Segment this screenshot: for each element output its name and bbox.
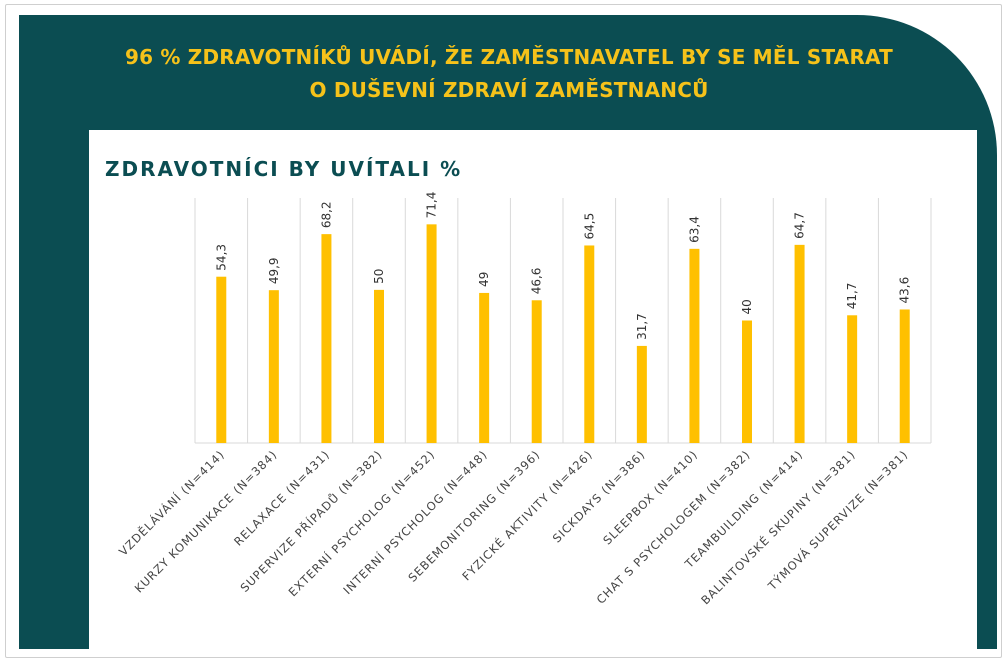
- bars: [216, 224, 910, 443]
- data-label: 50: [372, 269, 386, 284]
- data-label: 71,4: [425, 192, 439, 219]
- category-tick-label: SLEEPBOX (N=410): [600, 447, 700, 547]
- data-label: 46,6: [530, 268, 544, 295]
- data-label: 43,6: [898, 277, 912, 304]
- bar-chart: 54,3 49,9 68,2 50 71,4 49 46,6 64,5 31,7 63,4 40 64…: [115, 192, 932, 608]
- data-label: 54,3: [214, 244, 228, 271]
- data-label: 49: [477, 272, 491, 287]
- bar: [374, 289, 384, 443]
- data-label: 40: [740, 299, 754, 314]
- bar: [216, 276, 227, 443]
- bar: [689, 248, 700, 443]
- bar: [321, 234, 332, 443]
- bar: [794, 244, 805, 443]
- category-tick-label: VZDĚLÁVÁNÍ (N=414): [115, 447, 227, 559]
- bar: [584, 245, 595, 443]
- data-label: 49,9: [267, 257, 281, 284]
- infographic-banner: 96 % ZDRAVOTNÍKŮ UVÁDÍ, ŽE ZAMĚSTNAVATEL…: [19, 15, 997, 650]
- data-label: 63,4: [687, 216, 701, 243]
- bar: [742, 320, 752, 443]
- bar: [268, 290, 279, 443]
- bar: [636, 345, 647, 443]
- screenshot-frame: 96 % ZDRAVOTNÍKŮ UVÁDÍ, ŽE ZAMĚSTNAVATEL…: [5, 4, 1002, 658]
- bar: [847, 315, 858, 443]
- bar: [899, 309, 910, 443]
- value-labels: 54,3 49,9 68,2 50 71,4 49 46,6 64,5 31,7 63,4 40 64…: [214, 192, 911, 340]
- chart-title: ZDRAVOTNÍCI BY UVÍTALI %: [105, 157, 463, 181]
- bar: [531, 300, 542, 443]
- bar: [426, 224, 437, 443]
- data-label: 31,7: [635, 313, 649, 340]
- data-label: 68,2: [319, 201, 333, 228]
- data-label: 64,7: [793, 212, 807, 239]
- gridlines: [194, 198, 932, 444]
- data-label: 41,7: [845, 283, 859, 310]
- category-tick-label: RELAXACE (N=431): [231, 447, 332, 548]
- chart-panel: 54,3 49,9 68,2 50 71,4 49 46,6 64,5 31,7 63,4 40 64…: [89, 130, 977, 650]
- bar: [479, 292, 490, 443]
- headline-line-2: O DUŠEVNÍ ZDRAVÍ ZAMĚSTNANCŮ: [309, 78, 709, 102]
- category-tick-labels: VZDĚLÁVÁNÍ (N=414)KURZY KOMUNIKACE (N=38…: [115, 447, 910, 608]
- headline-line-1: 96 % ZDRAVOTNÍKŮ UVÁDÍ, ŽE ZAMĚSTNAVATEL…: [124, 45, 894, 69]
- data-label: 64,5: [582, 213, 596, 240]
- category-tick-label: SICKDAYS (N=386): [550, 447, 648, 545]
- headline: 96 % ZDRAVOTNÍKŮ UVÁDÍ, ŽE ZAMĚSTNAVATEL…: [99, 41, 919, 107]
